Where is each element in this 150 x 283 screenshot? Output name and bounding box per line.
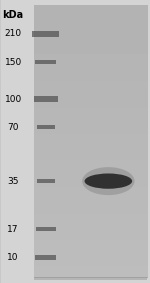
FancyBboxPatch shape <box>34 96 58 102</box>
Text: 10: 10 <box>7 253 19 262</box>
Text: 210: 210 <box>5 29 22 38</box>
Text: 70: 70 <box>7 123 19 132</box>
Text: kDa: kDa <box>3 10 24 20</box>
Text: 35: 35 <box>7 177 19 186</box>
FancyBboxPatch shape <box>34 6 147 277</box>
Text: 17: 17 <box>7 225 19 234</box>
Ellipse shape <box>82 167 135 195</box>
FancyBboxPatch shape <box>37 125 55 129</box>
FancyBboxPatch shape <box>37 179 55 183</box>
Text: 150: 150 <box>4 58 22 67</box>
FancyBboxPatch shape <box>36 227 56 231</box>
FancyBboxPatch shape <box>34 6 147 280</box>
FancyBboxPatch shape <box>35 60 56 64</box>
Text: 100: 100 <box>4 95 22 104</box>
FancyBboxPatch shape <box>33 31 59 37</box>
Ellipse shape <box>85 173 132 189</box>
FancyBboxPatch shape <box>35 255 56 260</box>
